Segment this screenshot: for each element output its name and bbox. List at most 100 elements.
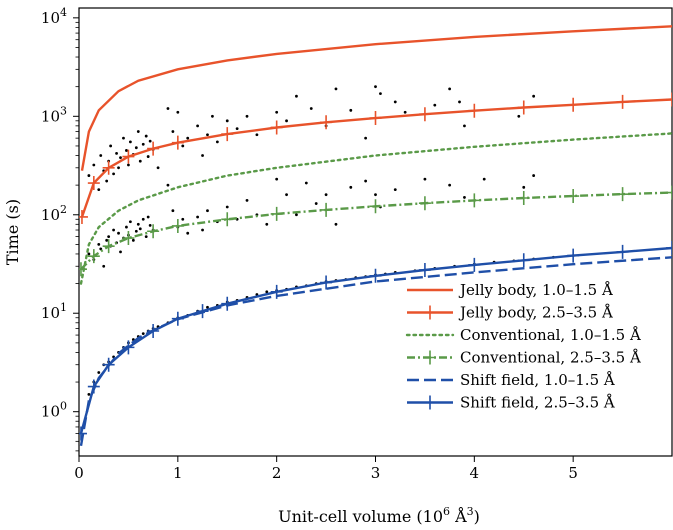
scatter-point [295, 213, 298, 217]
scatter-point [235, 127, 239, 131]
scatter-point [364, 179, 368, 183]
series-marker [221, 296, 234, 311]
y-tick-label: 102 [41, 203, 67, 224]
scatter-point [206, 305, 209, 309]
series-marker [517, 191, 530, 206]
scatter-point [115, 152, 118, 155]
scatter-point [324, 193, 328, 197]
scatter-point [117, 166, 120, 170]
legend-marker [424, 305, 436, 320]
scatter-point [463, 196, 466, 199]
scatter-point [119, 156, 122, 160]
scatter-point [92, 163, 96, 167]
scatter-point [206, 133, 209, 137]
scatter-point [107, 235, 111, 239]
scatter-point [275, 110, 279, 114]
x-tick-label: 1 [173, 464, 183, 482]
scatter-point [141, 142, 145, 146]
x-tick-label: 4 [470, 464, 480, 482]
scatter-point [112, 172, 115, 176]
scatter-point [171, 209, 175, 213]
x-axis-title: Unit-cell volume (106 Å3) [278, 505, 480, 526]
scatter-point [349, 185, 353, 189]
series-marker [468, 103, 481, 118]
legend-label: Shift field, 1.0–1.5 Å [460, 371, 615, 389]
scatter-point [122, 136, 125, 140]
scatter-point [105, 238, 109, 242]
scatter-point [255, 133, 259, 137]
series-marker [320, 275, 333, 290]
series-marker [270, 284, 283, 299]
series-marker [171, 311, 184, 326]
scatter-point [265, 222, 269, 226]
scatter-point [181, 217, 185, 221]
series-marker [87, 379, 100, 394]
scatter-point [125, 149, 128, 152]
series-marker [79, 426, 87, 441]
scatter-point [125, 225, 128, 229]
series-marker [616, 244, 629, 259]
scatter-point [105, 179, 109, 183]
scatter-point [186, 136, 190, 140]
series-marker [567, 248, 580, 263]
scatter-point [148, 223, 152, 227]
scatter-point [314, 202, 318, 205]
legend-label: Conventional, 1.0–1.5 Å [460, 326, 641, 344]
y-tick-label: 104 [41, 6, 67, 27]
scatter-point [225, 119, 229, 123]
scatter-point [196, 215, 200, 219]
series-marker [468, 193, 481, 208]
series-lines [79, 25, 672, 447]
scatter-point [144, 134, 148, 138]
scatter-point [146, 215, 150, 219]
scatter-point [364, 136, 368, 140]
series-line-2 [79, 132, 672, 285]
scatter-point [225, 205, 229, 209]
series-marker [567, 97, 580, 112]
scatter-point [148, 139, 152, 143]
scatter-point [379, 92, 382, 96]
series-line-0 [80, 25, 672, 171]
series-marker [418, 107, 431, 122]
legend-marker [424, 395, 436, 410]
series-marker [517, 253, 530, 268]
series-marker [171, 218, 184, 233]
series-marker [147, 323, 160, 338]
series-marker [270, 120, 283, 135]
series-line-1 [80, 98, 672, 218]
scatter-point [403, 110, 407, 114]
scatter-point [144, 235, 148, 239]
scatter-point [131, 238, 135, 242]
legend-label: Jelly body, 2.5–3.5 Å [458, 304, 613, 322]
scatter-point [128, 140, 132, 144]
series-marker [666, 185, 672, 200]
scatter-point [201, 228, 204, 232]
scatter-point [97, 243, 101, 246]
series-marker [196, 304, 209, 319]
scatter-point [136, 222, 140, 226]
series-marker [616, 94, 629, 109]
series-line-3 [80, 191, 672, 271]
series-marker [567, 189, 580, 204]
scatter-point [245, 198, 249, 202]
y-axis: 100 101 102 103 104 [41, 6, 79, 452]
scatter-point [309, 107, 313, 110]
scatter-point [448, 87, 452, 91]
scatter-point [112, 228, 115, 232]
series-marker [102, 160, 115, 175]
scatter-point [265, 290, 269, 294]
scatter-point [128, 220, 132, 224]
scatter-point [448, 183, 452, 187]
series-marker [87, 249, 100, 264]
series-marker [320, 115, 333, 130]
x-tick-label: 3 [371, 464, 381, 482]
y-axis-title: Time (s) [3, 199, 22, 265]
scatter-point [522, 185, 526, 189]
series-marker [468, 257, 481, 272]
x-tick-label: 2 [272, 464, 282, 482]
series-marker [418, 262, 431, 277]
scatter-point [285, 193, 288, 197]
series-marker [122, 231, 135, 246]
scatter-point [211, 114, 214, 118]
